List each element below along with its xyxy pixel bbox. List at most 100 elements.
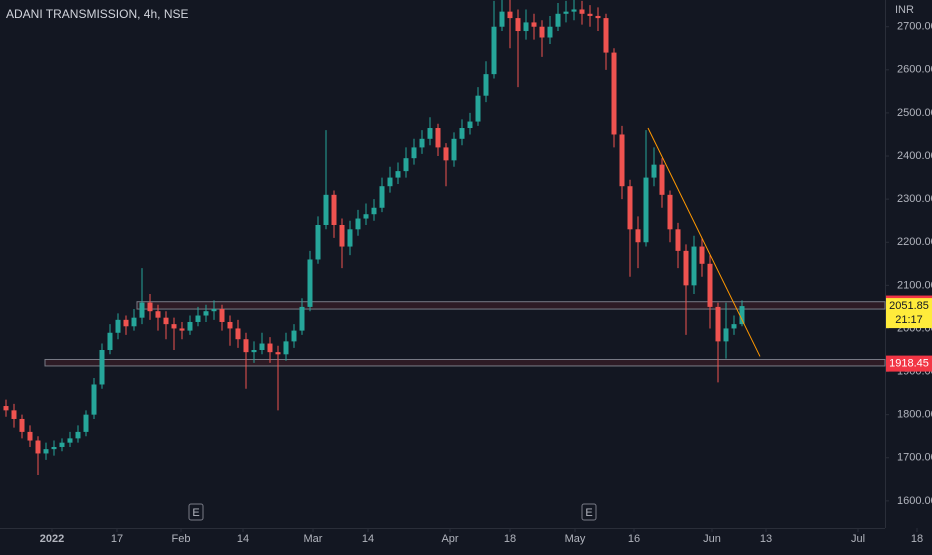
x-tick-label: May (565, 533, 586, 545)
candle-body (291, 330, 297, 342)
y-tick-label: 2700.00 (897, 21, 932, 33)
candle-body (115, 319, 121, 333)
trendline (647, 127, 761, 357)
y-tick-label: 2300.00 (897, 193, 932, 205)
candle-body (235, 328, 241, 340)
candle-body (11, 410, 17, 419)
x-tick-label: 17 (111, 533, 123, 545)
candle-body (347, 229, 353, 247)
candle-body (51, 446, 57, 450)
candle-body (467, 121, 473, 129)
y-tick-label: 2400.00 (897, 150, 932, 162)
candle-body (203, 311, 209, 316)
candle-body (83, 414, 89, 432)
candle-body (707, 263, 713, 307)
x-tick-label: 2022 (40, 533, 64, 545)
candle-body (379, 186, 385, 208)
y-tick-label: 1600.00 (897, 495, 932, 507)
candle-body (603, 18, 609, 53)
candle-body (659, 164, 665, 195)
candle-body (387, 177, 393, 187)
candle-body (611, 52, 617, 135)
zone (136, 301, 886, 310)
candle-body (555, 13, 561, 27)
candle-body (179, 328, 185, 331)
x-tick-label: 16 (628, 533, 640, 545)
candle-body (395, 171, 401, 178)
candle-body (723, 328, 729, 342)
candle-body (227, 321, 233, 329)
candle-body (363, 214, 369, 219)
candle-body (635, 229, 641, 243)
x-tick-label: Mar (304, 533, 323, 545)
candle-body (163, 317, 169, 325)
candle-body (3, 406, 9, 411)
y-tick-label: 1800.00 (897, 409, 932, 421)
candle-body (419, 138, 425, 148)
candle-body (275, 352, 281, 355)
x-tick-label: 13 (760, 533, 772, 545)
candle-body (259, 343, 265, 350)
y-tick-label: 2100.00 (897, 279, 932, 291)
candle-body (427, 128, 433, 139)
x-tick-label: Jul (851, 533, 865, 545)
candle-body (499, 11, 505, 27)
candle-body (739, 306, 745, 325)
price-label: 1918.45 (889, 358, 929, 370)
x-tick-label: 14 (362, 533, 374, 545)
x-tick-label: Feb (172, 533, 191, 545)
y-tick-label: 2600.00 (897, 64, 932, 76)
candle-body (75, 431, 81, 439)
price-label: 2051.85 (889, 300, 929, 312)
candle-body (131, 317, 137, 327)
candle-body (579, 9, 585, 14)
candle-body (667, 194, 673, 230)
currency-label: INR (895, 4, 914, 16)
candle-body (547, 26, 553, 38)
candle-body (107, 332, 113, 350)
candle-body (683, 250, 689, 286)
candle-body (587, 13, 593, 16)
candle-body (483, 74, 489, 96)
candle-body (403, 158, 409, 172)
y-tick-label: 2200.00 (897, 236, 932, 248)
candle-body (91, 384, 97, 415)
candle-body (563, 11, 569, 14)
price-label-box (886, 355, 932, 372)
candle-body (139, 302, 145, 318)
candle-body (211, 309, 217, 312)
candle-body (339, 225, 345, 247)
candle-body (123, 319, 129, 327)
candle-body (475, 95, 481, 122)
candle-body (299, 306, 305, 331)
candle-body (651, 164, 657, 178)
candle-body (731, 324, 737, 329)
candle-body (539, 26, 545, 38)
candle-body (523, 22, 529, 32)
candle-body (595, 15, 601, 19)
y-tick-label: 1700.00 (897, 452, 932, 464)
candle-body (99, 350, 105, 385)
candle-body (443, 147, 449, 161)
candle-body (43, 449, 49, 454)
candle-body (715, 306, 721, 342)
candle-body (67, 438, 73, 443)
candle-body (155, 311, 161, 318)
event-label: E (585, 507, 592, 519)
candle-body (219, 309, 225, 322)
candle-body (19, 418, 25, 432)
candle-body (571, 9, 577, 12)
candle-body (283, 341, 289, 355)
candle-body (491, 26, 497, 75)
candle-body (531, 22, 537, 27)
chart-title: ADANI TRANSMISSION, 4h, NSE (6, 7, 189, 21)
y-tick-label: 2500.00 (897, 107, 932, 119)
candle-body (451, 138, 457, 161)
candle-body (507, 11, 513, 19)
candle-body (643, 177, 649, 243)
candle-body (435, 128, 441, 148)
candle-body (675, 229, 681, 251)
candle-body (691, 246, 697, 286)
